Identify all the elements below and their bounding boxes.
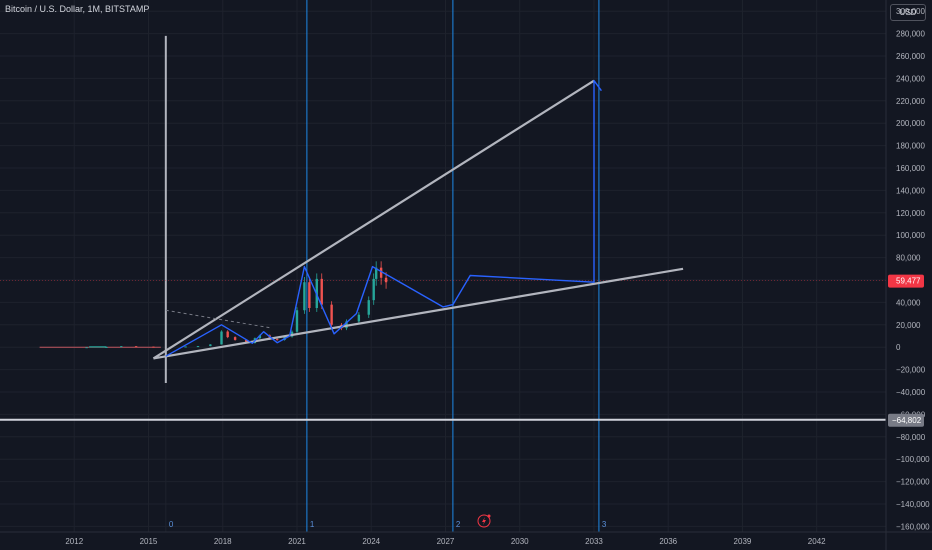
candle-body [372,278,375,301]
candle-body [357,314,361,322]
y-tick-label: 180,000 [896,142,925,151]
icons [477,514,491,528]
price-labels: 59,477 −64,802 [888,274,924,427]
candle-body [258,335,262,339]
x-tick-label: 2012 [65,537,83,546]
y-tick-label: 80,000 [896,254,921,263]
candle-body [134,346,138,348]
marker-lines: 0 1 2 3 [164,0,607,532]
candle-body [379,267,383,278]
candle-body [209,344,212,347]
candle-body [295,310,299,332]
x-tick-label: 2027 [437,537,455,546]
x-tick-label: 2015 [140,537,158,546]
y-tick-label: −160,000 [896,522,930,531]
y-tick-label: 120,000 [896,209,925,218]
candle-body [374,267,378,279]
candle-body [220,331,223,345]
x-tick-label: 2030 [511,537,529,546]
x-tick-label: 2024 [362,537,380,546]
projection-path-line[interactable] [165,79,602,357]
y-tick-label: 100,000 [896,231,925,240]
candle-body [245,339,248,344]
horizontal-line[interactable] [0,280,886,421]
marker-label: 1 [310,520,315,529]
y-tick-label: 40,000 [896,298,921,307]
y-tick-label: −140,000 [896,500,930,509]
y-tick-label: −120,000 [896,478,930,487]
candle-body [196,346,200,348]
y-tick-label: 20,000 [896,321,921,330]
projection-path[interactable] [165,79,602,357]
candle-body [152,346,155,348]
line-price-tag [888,413,924,427]
candle-body [330,304,333,325]
x-tick-label: 2039 [734,537,752,546]
y-tick-label: −80,000 [896,433,926,442]
x-tick-label: 2042 [808,537,826,546]
candle-body [105,346,108,348]
y-tick-label: 200,000 [896,119,925,128]
marker-label: 0 [169,520,174,529]
current-price-value: 59,477 [896,277,921,286]
y-tick-label: 140,000 [896,186,925,195]
symbol-title: Bitcoin / U.S. Dollar, 1M, BITSTAMP [5,4,150,14]
x-tick-label: 2021 [288,537,306,546]
current-price-tag [888,274,924,288]
y-tick-label: 280,000 [896,30,925,39]
y-tick-label: 300,000 [896,7,925,16]
trendline[interactable] [152,79,595,360]
marker-label: 2 [456,520,461,529]
y-tick-label: 220,000 [896,97,925,106]
candle-body [320,278,323,305]
lightning-icon-dot [487,514,491,518]
currency-selector[interactable]: USD [890,4,926,21]
y-tick-label: −40,000 [896,388,926,397]
y-tick-label: 260,000 [896,52,925,61]
line-price-value: −64,802 [892,416,922,425]
time-axis-background [0,532,932,550]
candle-body [303,282,306,311]
y-tick-label: −100,000 [896,455,930,464]
lightning-icon-ring [477,514,491,528]
candle-body [308,282,311,308]
candle-body [233,337,237,340]
candle-body [184,346,187,348]
candle-body [367,300,370,315]
candle-body [120,346,123,348]
y-tick-label: 160,000 [896,164,925,173]
y-tick-label: 240,000 [896,74,925,83]
y-tick-label: 0 [896,343,901,352]
candle-body [85,347,88,349]
candle-body [226,331,229,338]
y-tick-label: −20,000 [896,366,926,375]
trendline[interactable] [153,267,684,360]
lightning-icon[interactable] [477,514,491,528]
candle-body [275,339,279,341]
trendlines[interactable] [152,79,684,360]
x-tick-label: 2033 [585,537,603,546]
price-candles [39,261,388,349]
candle-body [384,277,388,283]
lightning-icon-bolt [482,517,486,525]
x-tick-label: 2018 [214,537,232,546]
marker-label: 3 [602,520,607,529]
x-tick-label: 2036 [659,537,677,546]
grid [0,0,886,532]
